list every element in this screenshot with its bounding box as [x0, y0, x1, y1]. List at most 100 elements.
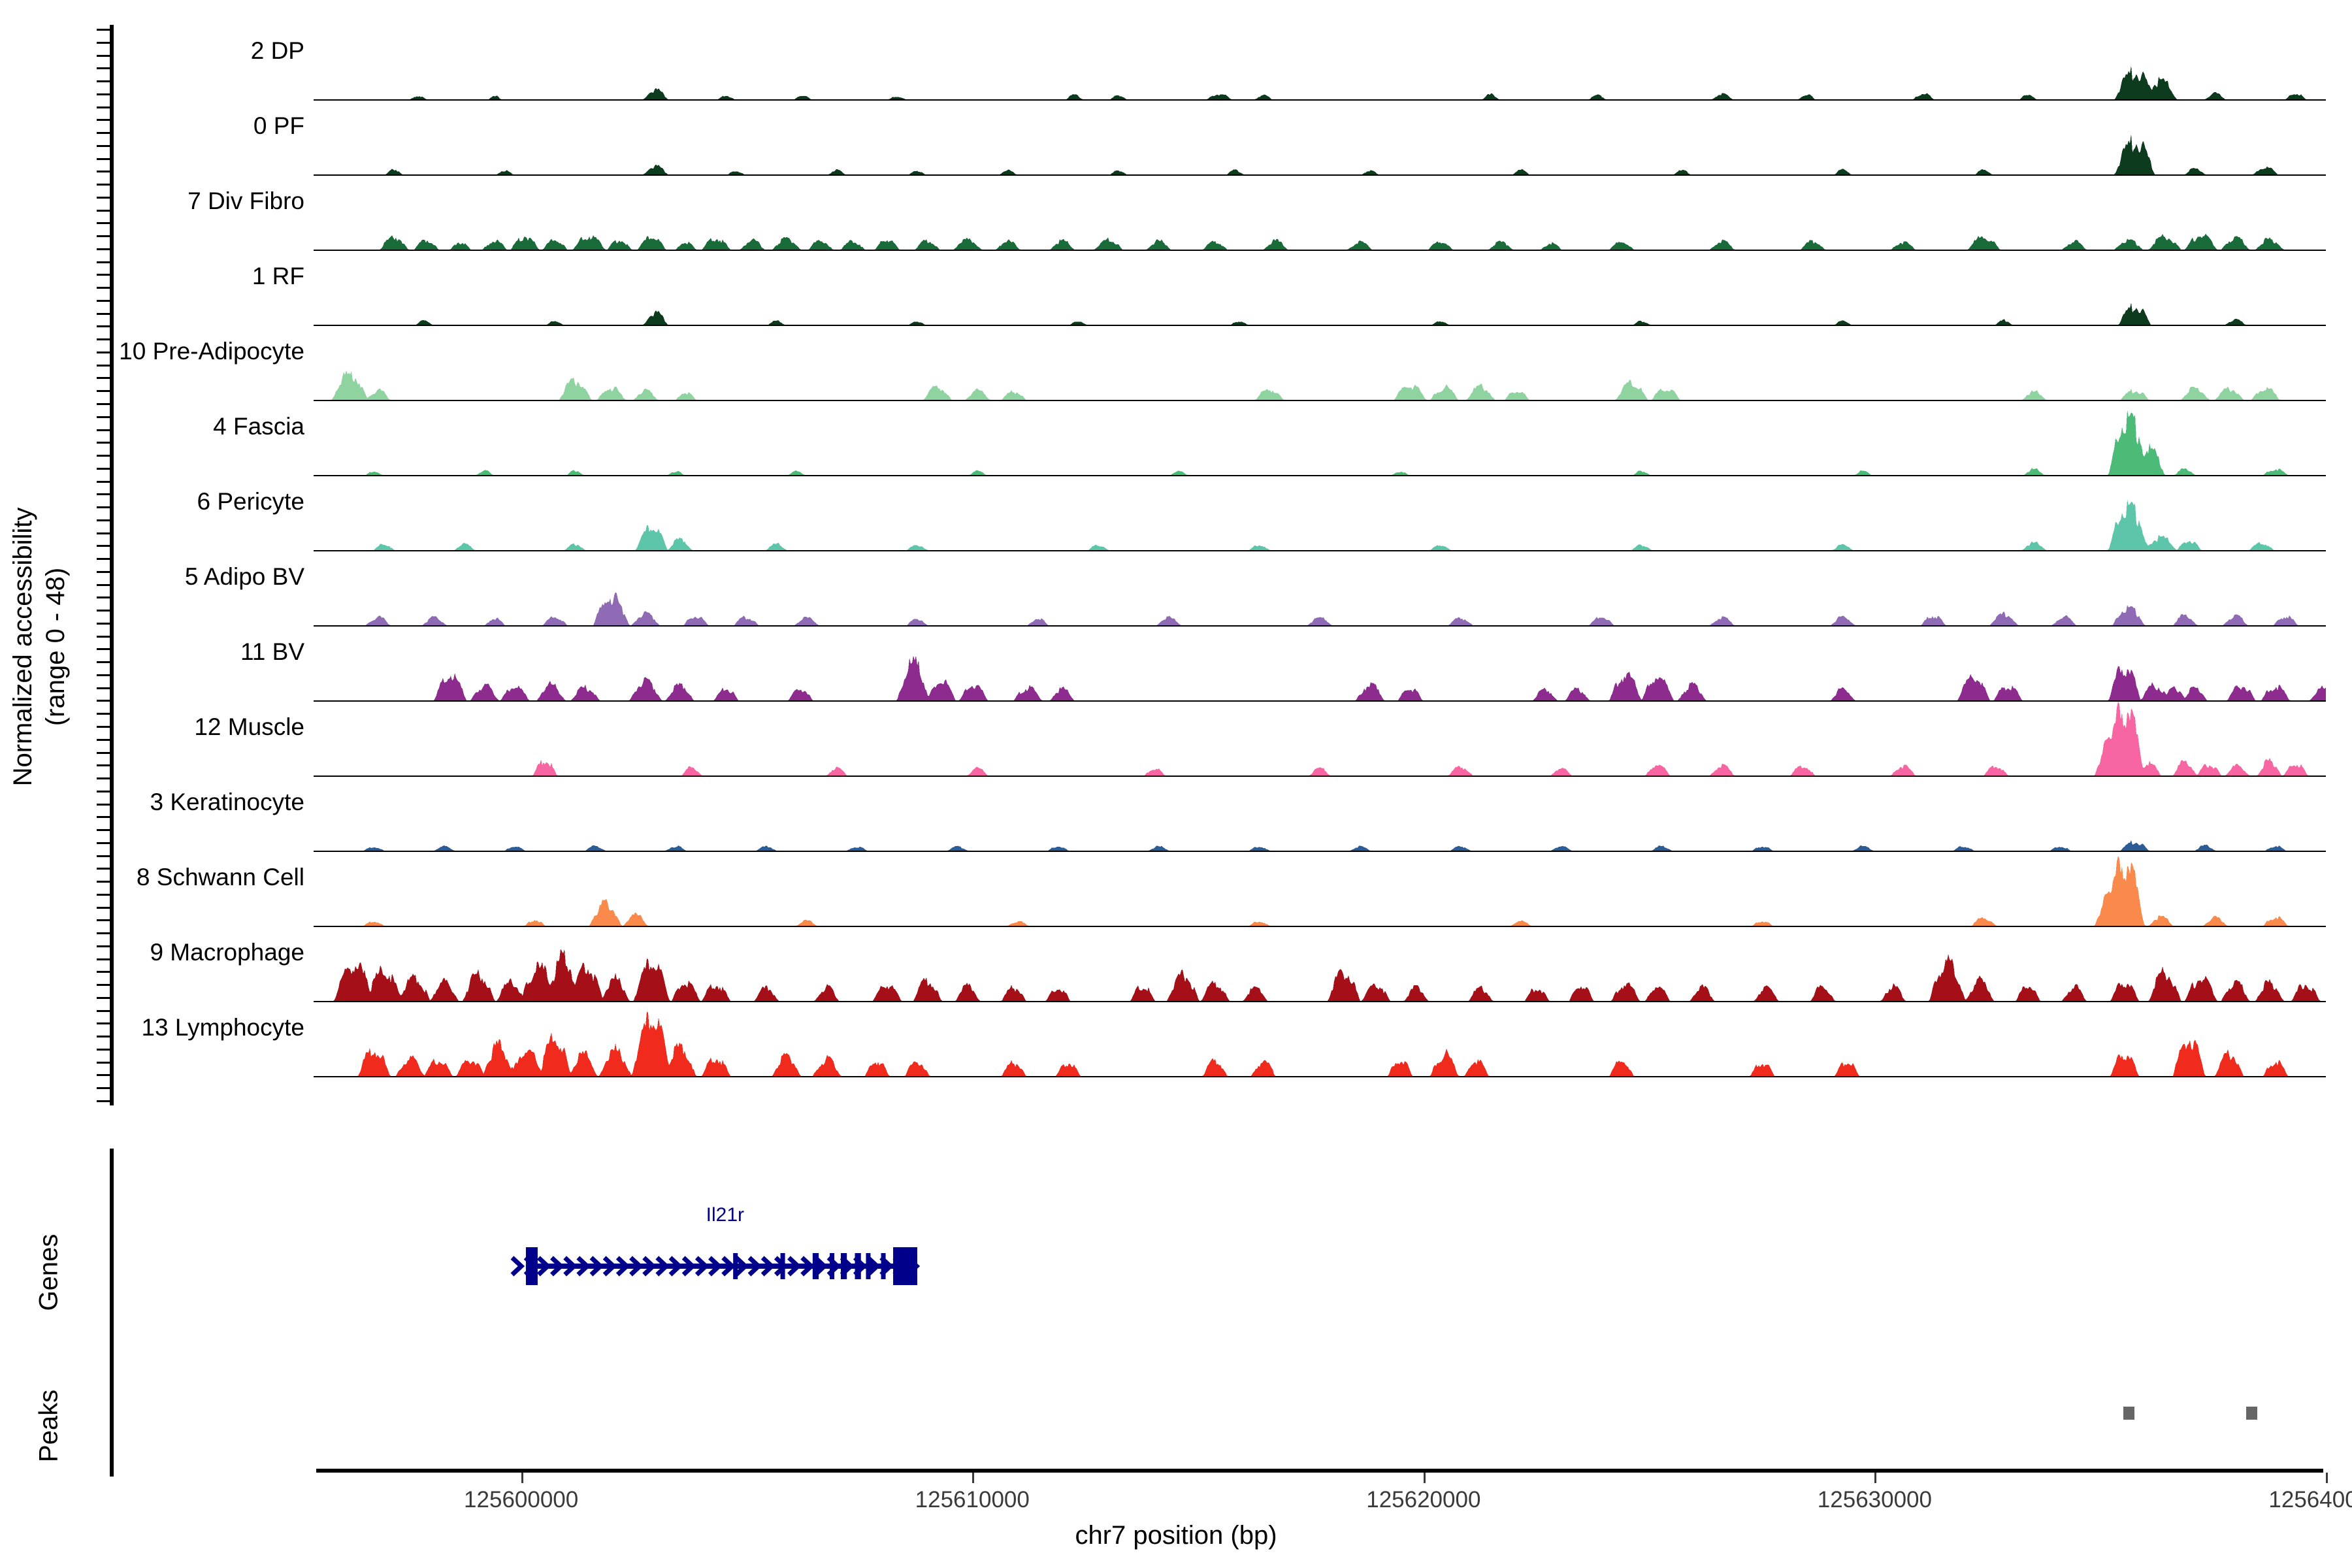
coverage-axis-tick [97, 596, 110, 599]
coverage-axis-tick [97, 403, 110, 405]
coverage-axis-tick [97, 816, 110, 819]
coverage-axis-tick [97, 429, 110, 431]
coverage-axis-tick [97, 106, 110, 108]
coverage-axis-tick [97, 299, 110, 302]
coverage-axis-tick [97, 287, 110, 289]
coverage-axis-tick [97, 725, 110, 728]
track-coverage-area [314, 949, 2326, 1001]
coverage-axis-tick [97, 132, 110, 135]
coverage-axis-tick [97, 274, 110, 276]
track-coverage-area [314, 655, 2326, 700]
track-label-5-adipo-bv: 5 Adipo BV [184, 563, 304, 590]
gene-exon [855, 1253, 861, 1279]
track-label-8-schwann-cell: 8 Schwann Cell [136, 863, 304, 890]
coverage-tracks: 2 DP 0 PF 7 Div Fibro 1 RF 10 Pre-Adipocyte 4… [119, 0, 2326, 1111]
peak-region[interactable] [2123, 1407, 2135, 1420]
track-coverage-area [314, 233, 2326, 250]
track-baseline [314, 249, 2326, 251]
coverage-axis-tick [97, 54, 110, 57]
gene-name-label: Il21r [706, 1204, 745, 1226]
coverage-axis-tick [97, 958, 110, 960]
coverage-axis-tick [97, 144, 110, 147]
track-coverage-area [314, 1011, 2326, 1076]
x-axis-tick-label: 125620000 [1366, 1487, 1481, 1512]
x-axis-tick-label: 125640000 [2268, 1487, 2352, 1512]
track-baseline [314, 549, 2326, 551]
track-baseline [314, 850, 2326, 852]
coverage-axis-tick [97, 455, 110, 457]
coverage-axis-tick [97, 1061, 110, 1064]
track-label-11-bv: 11 BV [240, 638, 304, 665]
coverage-axis-tick [97, 532, 110, 534]
coverage-axis-tick [97, 674, 110, 676]
gene-exon [840, 1253, 847, 1279]
coverage-axis-tick [97, 1009, 110, 1012]
track-label-13-lymphocyte: 13 Lymphocyte [141, 1013, 304, 1041]
x-axis-tick [2326, 1473, 2328, 1483]
coverage-axis-tick [97, 390, 110, 393]
gene-exon [812, 1253, 819, 1279]
coverage-axis-spine [110, 25, 114, 1105]
coverage-axis-tick [97, 364, 110, 367]
coverage-axis-tick [97, 467, 110, 470]
x-axis-tick-label: 125630000 [1817, 1487, 1933, 1512]
coverage-axis-tick [97, 583, 110, 586]
coverage-axis-tick [97, 1036, 110, 1038]
track-baseline [314, 1000, 2326, 1002]
track-label-0-pf: 0 PF [253, 112, 304, 139]
coverage-axis-tick [97, 764, 110, 767]
track-coverage-area [314, 302, 2326, 325]
coverage-axis-tick [97, 906, 110, 909]
coverage-axis-tick [97, 971, 110, 973]
coverage-axis-tick [97, 829, 110, 832]
peaks-label-wrapper: Peaks [0, 1369, 98, 1473]
peaks-axis-spine [110, 1356, 114, 1477]
coverage-axis-tick [97, 41, 110, 44]
track-coverage-area [314, 855, 2326, 926]
coverage-axis-tick [97, 184, 110, 186]
track-label-3-keratinocyte: 3 Keratinocyte [150, 788, 304, 815]
coverage-axis-tick [97, 93, 110, 95]
coverage-axis-tick [97, 932, 110, 935]
gene-exon [780, 1253, 785, 1279]
track-baseline [314, 625, 2326, 627]
coverage-axis-tick [97, 700, 110, 702]
x-axis-tick [1423, 1473, 1426, 1483]
coverage-axis-tick [97, 171, 110, 173]
coverage-axis-tick [97, 661, 110, 664]
coverage-axis-tick [97, 984, 110, 987]
coverage-axis-tick [97, 687, 110, 689]
track-baseline [314, 474, 2326, 476]
gene-exon [830, 1253, 835, 1279]
track-coverage-area [314, 370, 2326, 400]
coverage-axis-tick [97, 545, 110, 547]
track-baseline [314, 700, 2326, 702]
coverage-axis-tick [97, 945, 110, 947]
coverage-axis-tick [97, 610, 110, 612]
track-label-4-fascia: 4 Fascia [213, 412, 304, 440]
coverage-axis-tick [97, 803, 110, 806]
coverage-axis-tick [97, 442, 110, 444]
track-label-10-pre-adipocyte: 10 Pre-Adipocyte [119, 337, 304, 365]
track-baseline [314, 324, 2326, 326]
coverage-axis-tick [97, 222, 110, 225]
coverage-axis-tick [97, 377, 110, 380]
coverage-axis-tick [97, 416, 110, 418]
track-baseline [314, 775, 2326, 777]
coverage-axis-tick [97, 738, 110, 741]
coverage-axis-tick [97, 325, 110, 328]
coverage-axis-tick [97, 119, 110, 122]
track-label-6-pericyte: 6 Pericyte [197, 487, 304, 515]
gene-exon [866, 1253, 871, 1279]
peak-region[interactable] [2246, 1407, 2258, 1420]
coverage-axis-tick [97, 1048, 110, 1051]
coverage-axis-tick [97, 480, 110, 483]
track-baseline [314, 1075, 2326, 1077]
coverage-axis-tick [97, 751, 110, 754]
track-coverage-area [314, 65, 2326, 99]
peaks-panel-label: Peaks [34, 1389, 63, 1463]
gene-exon [733, 1253, 738, 1279]
x-axis-tick [1874, 1473, 1877, 1483]
coverage-axis-tick [97, 868, 110, 870]
